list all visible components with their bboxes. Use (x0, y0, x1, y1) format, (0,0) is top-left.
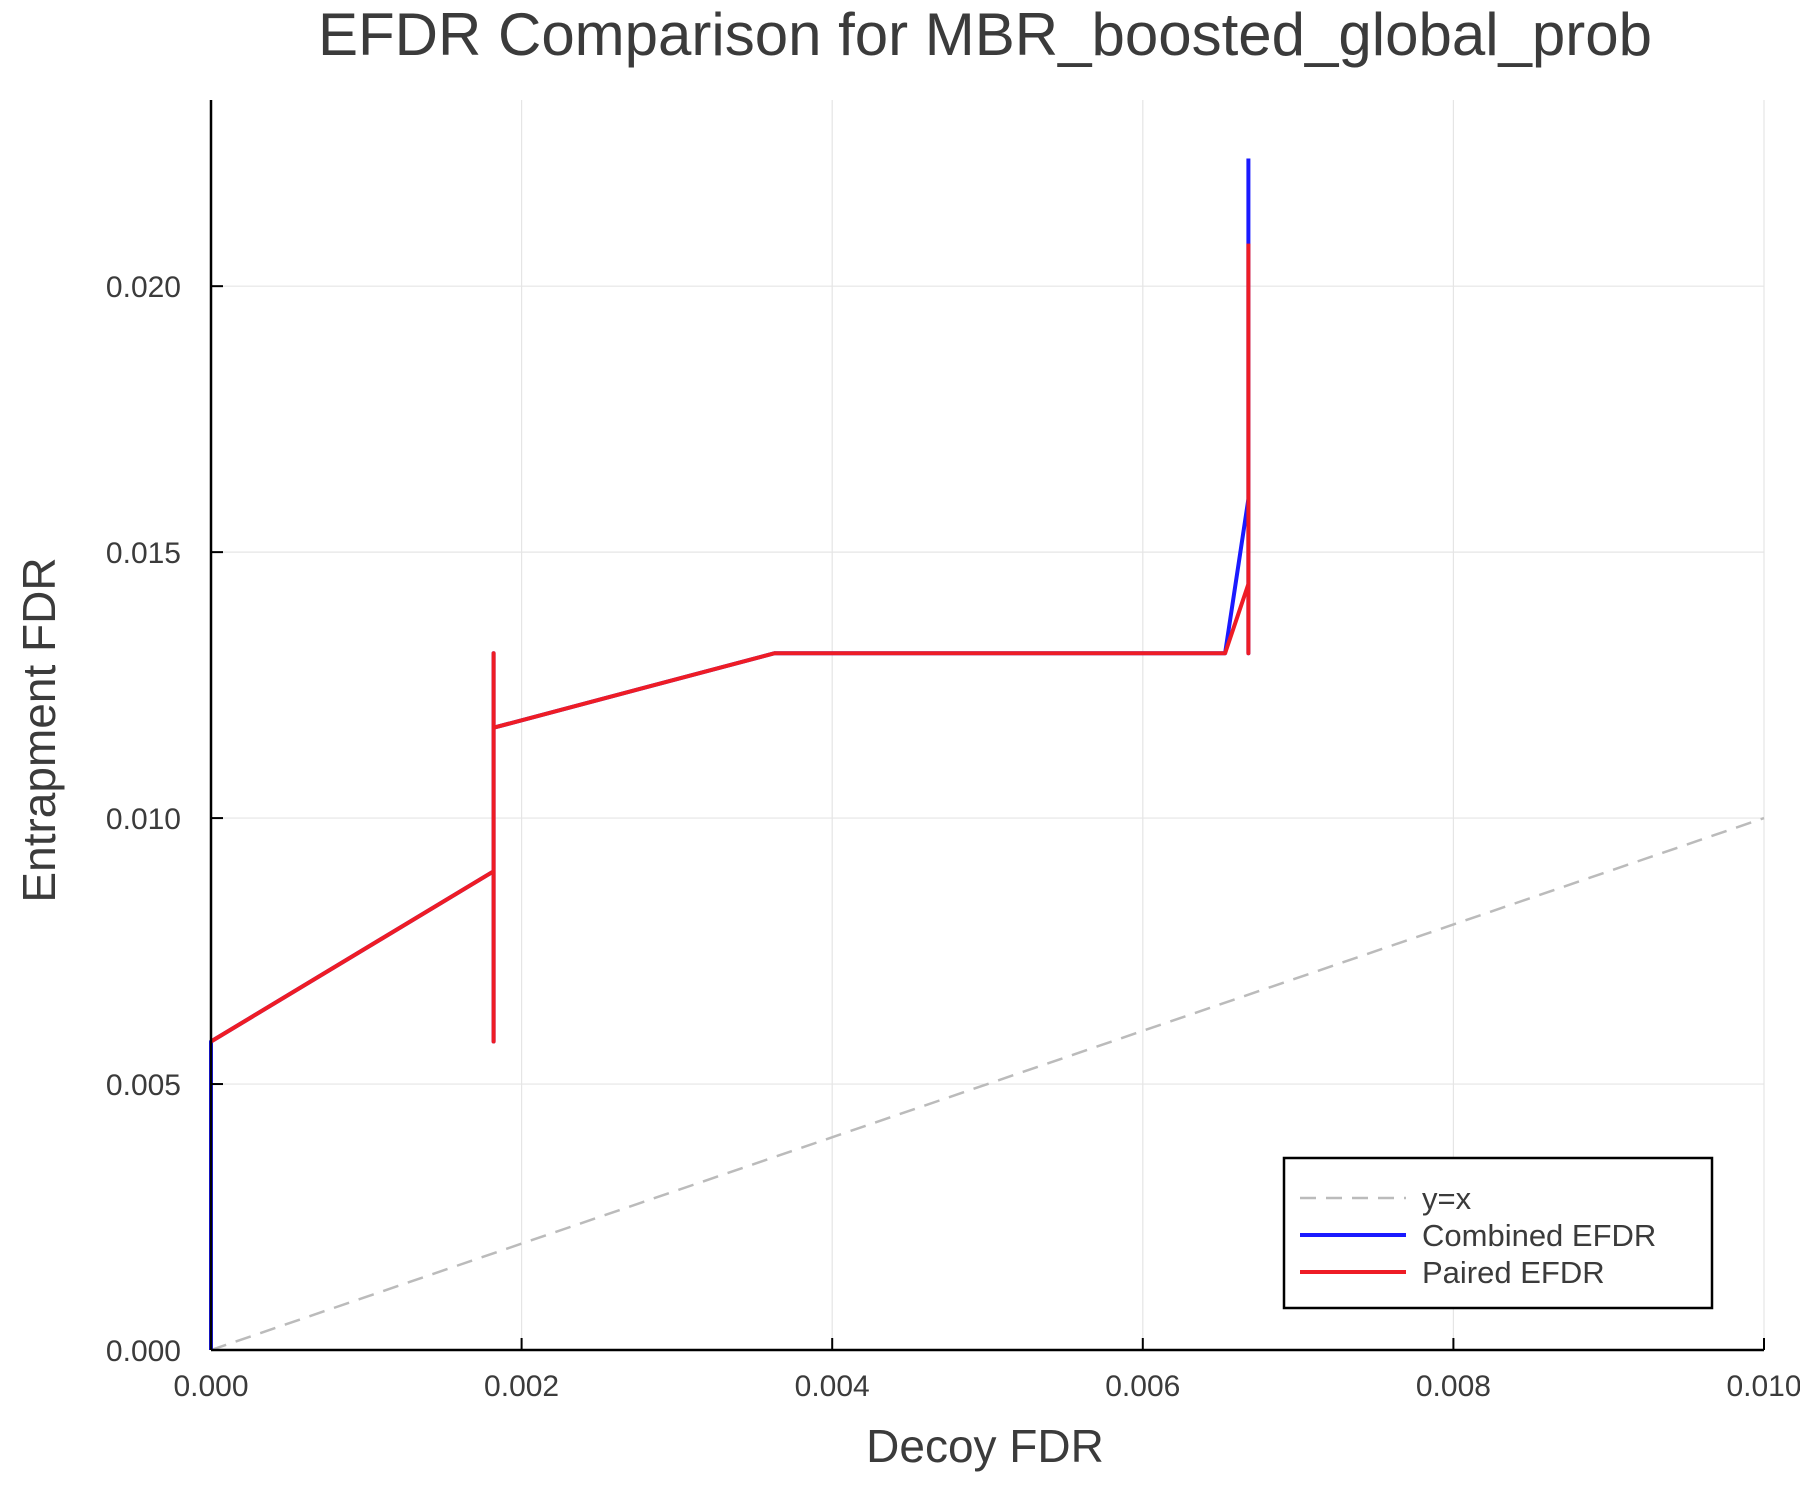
x-tick-label: 0.000 (173, 1370, 248, 1403)
x-tick-label: 0.002 (484, 1370, 559, 1403)
series-line-y-x (210, 816, 1765, 1352)
x-tick-label: 0.006 (1105, 1370, 1180, 1403)
y-tick-label: 0.020 (106, 271, 181, 304)
x-tick-label: 0.004 (795, 1370, 870, 1403)
y-tick-label: 0.010 (106, 803, 181, 836)
x-tick-label: 0.010 (1726, 1370, 1800, 1403)
axes: 0.000 0.002 0.004 0.006 0.008 0.010 0.000 0.005… (106, 100, 1800, 1403)
y-tick-label: 0.015 (106, 537, 181, 570)
x-tick-label: 0.008 (1416, 1370, 1491, 1403)
x-axis-title: Decoy FDR (866, 1420, 1104, 1472)
legend-label: Combined EFDR (1422, 1218, 1656, 1253)
y-tick-label: 0.005 (106, 1069, 181, 1102)
legend-label: y=x (1422, 1181, 1472, 1216)
y-axis-title: Entrapment FDR (13, 557, 65, 902)
series-line-paired-efdr (209, 243, 1251, 1044)
legend-label: Paired EFDR (1422, 1255, 1605, 1290)
plot-area (209, 158, 1765, 1352)
y-tick-label: 0.000 (106, 1335, 181, 1368)
chart-title: EFDR Comparison for MBR_boosted_global_p… (318, 1, 1652, 68)
